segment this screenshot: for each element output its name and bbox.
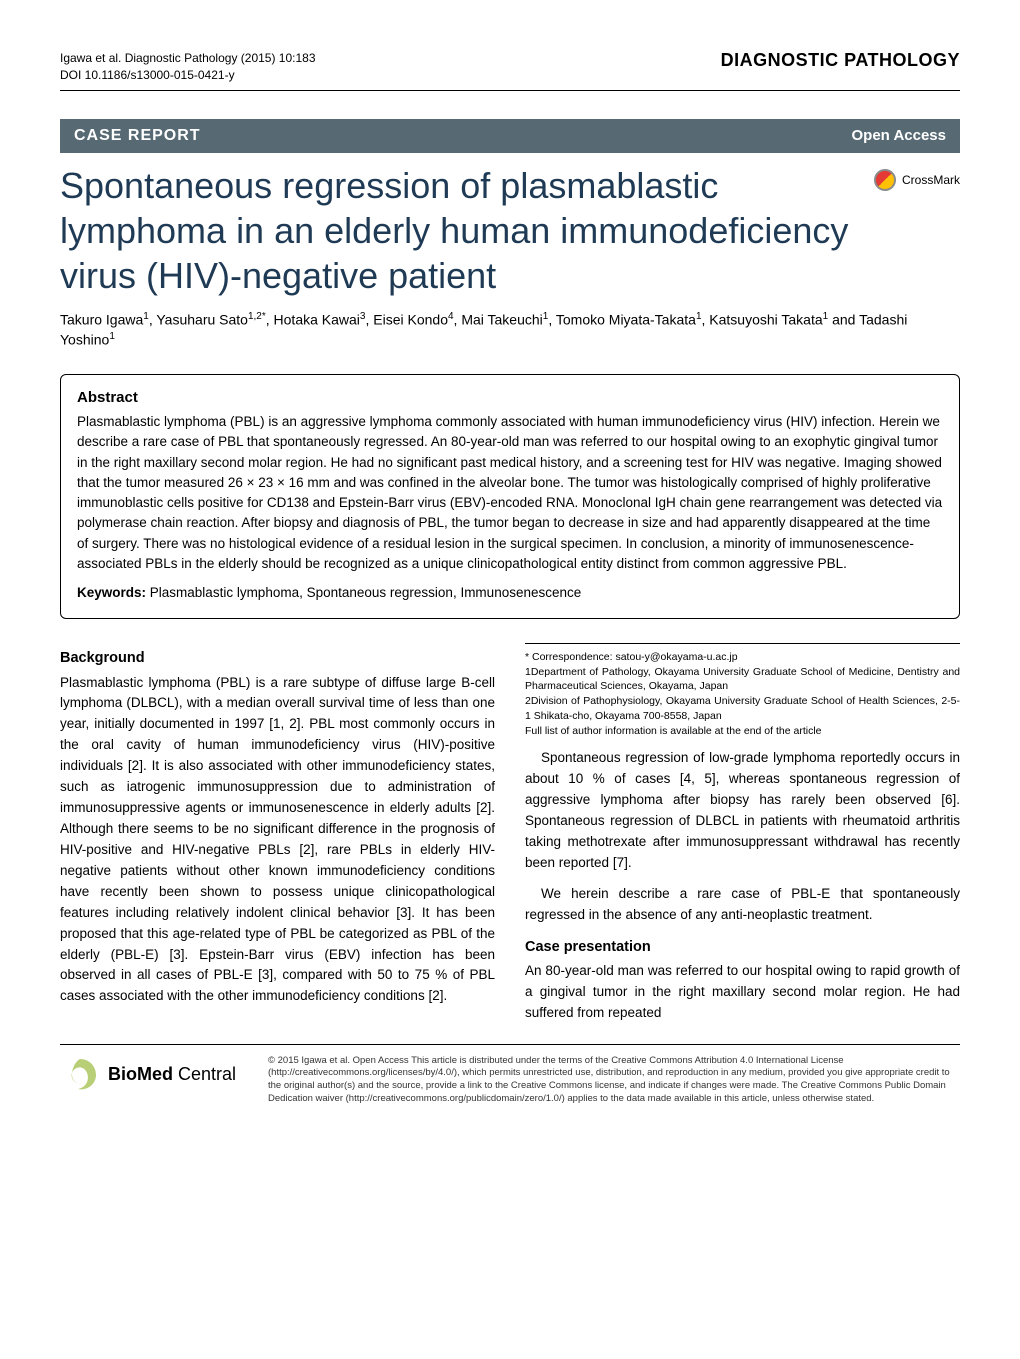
article-title: Spontaneous regression of plasmablastic …: [60, 163, 856, 298]
crossmark-badge[interactable]: CrossMark: [874, 169, 960, 191]
biomedcentral-swirl-icon: [60, 1055, 100, 1095]
background-heading: Background: [60, 647, 495, 669]
license-text: © 2015 Igawa et al. Open Access This art…: [268, 1055, 960, 1106]
page-root: Igawa et al. Diagnostic Pathology (2015)…: [0, 0, 1020, 1136]
keywords-text: Plasmablastic lymphoma, Spontaneous regr…: [146, 585, 581, 600]
citation-line-1: Igawa et al. Diagnostic Pathology (2015)…: [60, 50, 316, 67]
correspondence-line: * Correspondence: satou-y@okayama-u.ac.j…: [525, 650, 960, 665]
abstract-body: Plasmablastic lymphoma (PBL) is an aggre…: [77, 412, 943, 574]
keywords-label: Keywords:: [77, 585, 146, 600]
open-access-label: Open Access: [852, 127, 947, 144]
citation-line-2: DOI 10.1186/s13000-015-0421-y: [60, 67, 316, 84]
case-presentation-heading: Case presentation: [525, 936, 960, 958]
keywords-line: Keywords: Plasmablastic lymphoma, Sponta…: [77, 584, 943, 602]
affiliation-1: 1Department of Pathology, Okayama Univer…: [525, 665, 960, 694]
case-paragraph-1: An 80-year-old man was referred to our h…: [525, 961, 960, 1024]
author-list: Takuro Igawa1, Yasuharu Sato1,2*, Hotaka…: [60, 310, 960, 351]
background-paragraph-1: Plasmablastic lymphoma (PBL) is a rare s…: [60, 673, 495, 1008]
journal-logo: DIAGNOSTIC PATHOLOGY: [721, 50, 960, 71]
crossmark-icon: [874, 169, 896, 191]
footnotes-block: * Correspondence: satou-y@okayama-u.ac.j…: [525, 643, 960, 738]
citation-block: Igawa et al. Diagnostic Pathology (2015)…: [60, 50, 316, 84]
abstract-box: Abstract Plasmablastic lymphoma (PBL) is…: [60, 374, 960, 619]
title-row: Spontaneous regression of plasmablastic …: [60, 163, 960, 310]
abstract-heading: Abstract: [77, 389, 943, 406]
article-type-banner: CASE REPORT Open Access: [60, 119, 960, 153]
running-header: Igawa et al. Diagnostic Pathology (2015)…: [60, 50, 960, 91]
affiliation-2: 2Division of Pathophysiology, Okayama Un…: [525, 694, 960, 723]
full-list-note: Full list of author information is avail…: [525, 724, 960, 739]
crossmark-label: CrossMark: [902, 173, 960, 187]
publisher-name: BioMed Central: [108, 1064, 236, 1085]
page-footer: BioMed Central © 2015 Igawa et al. Open …: [60, 1044, 960, 1106]
background-paragraph-3: We herein describe a rare case of PBL-E …: [525, 884, 960, 926]
body-columns: Background Plasmablastic lymphoma (PBL) …: [60, 643, 960, 1025]
publisher-logo: BioMed Central: [60, 1055, 250, 1095]
background-paragraph-2: Spontaneous regression of low-grade lymp…: [525, 748, 960, 874]
article-type-label: CASE REPORT: [74, 127, 201, 145]
